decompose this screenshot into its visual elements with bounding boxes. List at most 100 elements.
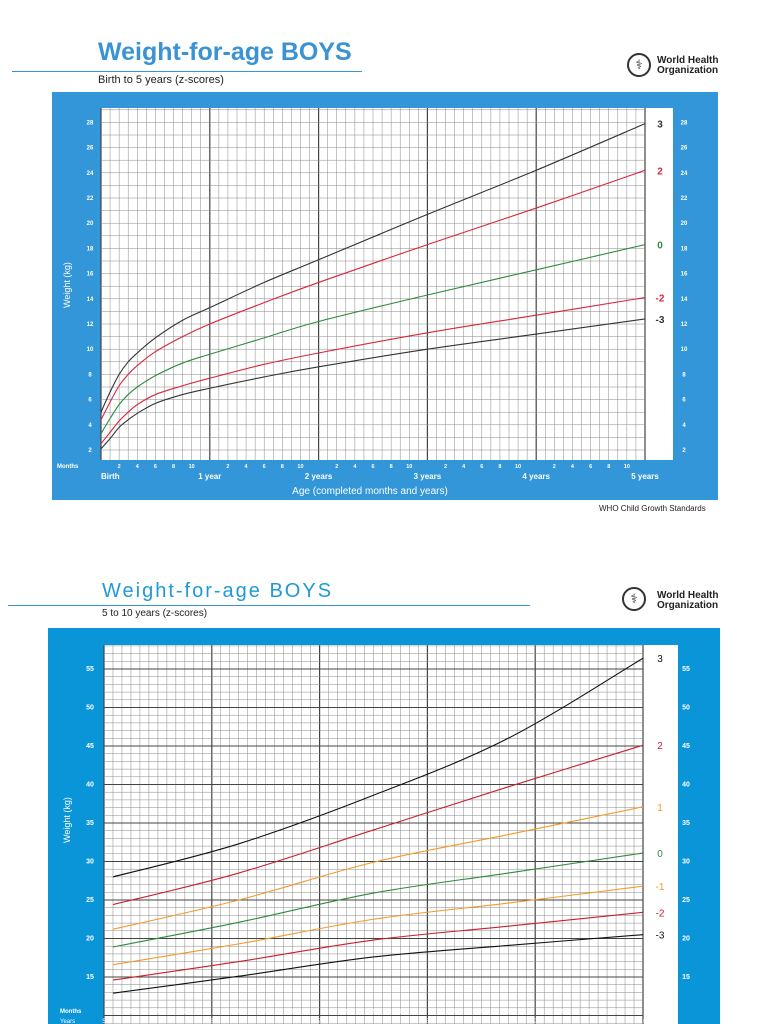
y-tick-label-left: 12 — [87, 322, 94, 328]
y-axis-label: Weight (kg) — [62, 262, 72, 308]
month-tick-label: 3 — [453, 1009, 456, 1015]
month-tick-label: 6 — [589, 464, 592, 470]
y-tick-label-right: 25 — [682, 897, 690, 904]
chart1-plot-area — [101, 108, 673, 460]
who-name: World Health Organization — [657, 55, 719, 76]
month-tick-label: 3 — [129, 1009, 132, 1015]
series-label-z-1: -1 — [656, 882, 665, 893]
series-label-z2: 2 — [657, 166, 663, 177]
year-label: 2 years — [305, 472, 333, 481]
series-line-z3 — [112, 657, 644, 878]
y-tick-label-right: 16 — [681, 272, 688, 278]
month-tick-label: 9 — [183, 1009, 186, 1015]
series-line-z-2 — [112, 911, 644, 981]
x-axis-label: Age (completed months and years) — [292, 486, 448, 497]
month-tick-label: 2 — [553, 464, 556, 470]
month-tick-label: 9 — [291, 1009, 294, 1015]
y-tick-label-right: 18 — [681, 246, 688, 252]
series-label-z-2: -2 — [656, 908, 665, 919]
series-label-z-3: -3 — [656, 315, 665, 326]
month-tick-label: 6 — [264, 1009, 267, 1015]
chart2-subtitle: 5 to 10 years (z-scores) — [102, 608, 208, 619]
y-tick-label-right: 26 — [681, 146, 688, 152]
month-tick-label: 10 — [406, 464, 412, 470]
month-tick-label: 2 — [118, 464, 121, 470]
month-tick-label: 10 — [297, 464, 303, 470]
month-tick-label: 8 — [172, 464, 175, 470]
series-line-z2 — [112, 744, 644, 906]
year-label: 3 years — [414, 472, 442, 481]
month-tick-label: 3 — [561, 1009, 564, 1015]
y-tick-label-right: 40 — [682, 782, 690, 789]
y-tick-label-right: 2 — [682, 448, 686, 454]
y-tick-label-left: 25 — [86, 897, 94, 904]
y-tick-label-right: 50 — [682, 705, 690, 712]
title-rule — [12, 71, 362, 72]
series-line-z-1 — [112, 885, 644, 966]
y-tick-label-left: 22 — [87, 196, 94, 202]
month-tick-label: 6 — [154, 464, 157, 470]
series-line-z0 — [112, 852, 644, 948]
y-tick-label-right: 30 — [682, 859, 690, 866]
y-tick-label-right: 14 — [681, 297, 688, 303]
y-tick-label-right: 24 — [681, 171, 688, 177]
series-label-z2: 2 — [657, 741, 663, 752]
series-label-z3: 3 — [657, 120, 663, 131]
y-tick-label-left: 16 — [87, 272, 94, 278]
y-tick-label-left: 45 — [86, 743, 94, 750]
series-label-z0: 0 — [657, 849, 663, 860]
y-axis-label: Weight (kg) — [62, 797, 72, 843]
year-label: 9 — [534, 1019, 538, 1024]
month-tick-label: 8 — [281, 464, 284, 470]
series-label-z-3: -3 — [656, 931, 665, 942]
years-row-label: Years — [60, 1019, 75, 1024]
y-tick-label-left: 24 — [87, 171, 94, 177]
y-tick-label-right: 45 — [682, 743, 690, 750]
y-tick-label-left: 20 — [86, 936, 94, 943]
title-rule-2 — [8, 605, 530, 606]
y-tick-label-left: 14 — [87, 297, 94, 303]
month-tick-label: 10 — [624, 464, 630, 470]
chart1-subtitle: Birth to 5 years (z-scores) — [98, 74, 224, 86]
y-tick-label-left: 2 — [88, 448, 92, 454]
series-line-z-2 — [100, 296, 646, 445]
who-logo-icon-2: ⚕ — [622, 587, 646, 611]
year-label: 5 years — [631, 472, 659, 481]
y-tick-label-left: 28 — [87, 120, 94, 126]
month-tick-label: 6 — [480, 1009, 483, 1015]
month-tick-label: 6 — [263, 464, 266, 470]
month-tick-label: 10 — [515, 464, 521, 470]
month-tick-label: 4 — [571, 464, 575, 470]
chart2-title: Weight-for-age BOYS — [102, 580, 334, 602]
y-tick-label-right: 20 — [682, 936, 690, 943]
month-tick-label: 6 — [588, 1009, 591, 1015]
chart1-title: Weight-for-age BOYS — [98, 38, 352, 66]
y-tick-label-right: 6 — [682, 398, 686, 404]
chart2-plot-area — [104, 645, 678, 1024]
month-tick-label: 3 — [237, 1009, 240, 1015]
month-tick-label: 8 — [607, 464, 610, 470]
footer-standards: WHO Child Growth Standards — [599, 504, 706, 513]
year-label: 10 — [640, 1019, 647, 1024]
month-tick-label: 2 — [335, 464, 338, 470]
year-label: 4 years — [522, 472, 550, 481]
y-tick-label-left: 35 — [86, 820, 94, 827]
series-label-z3: 3 — [657, 654, 663, 665]
series-line-z-3 — [112, 934, 644, 994]
month-tick-label: 4 — [353, 464, 357, 470]
month-tick-label: 9 — [615, 1009, 618, 1015]
y-tick-label-left: 8 — [88, 372, 92, 378]
month-tick-label: 2 — [444, 464, 447, 470]
series-line-z-3 — [100, 318, 646, 450]
month-tick-label: 8 — [498, 464, 501, 470]
y-tick-label-left: 6 — [88, 398, 92, 404]
year-label: 7 — [318, 1019, 322, 1024]
month-tick-label: 2 — [226, 464, 229, 470]
month-tick-label: 6 — [480, 464, 483, 470]
series-label-z0: 0 — [657, 241, 663, 252]
months-row-label: Months — [57, 464, 79, 470]
y-tick-label-right: 35 — [682, 820, 690, 827]
y-tick-label-left: 30 — [86, 859, 94, 866]
year-label: 8 — [426, 1019, 430, 1024]
y-tick-label-left: 15 — [86, 974, 94, 981]
